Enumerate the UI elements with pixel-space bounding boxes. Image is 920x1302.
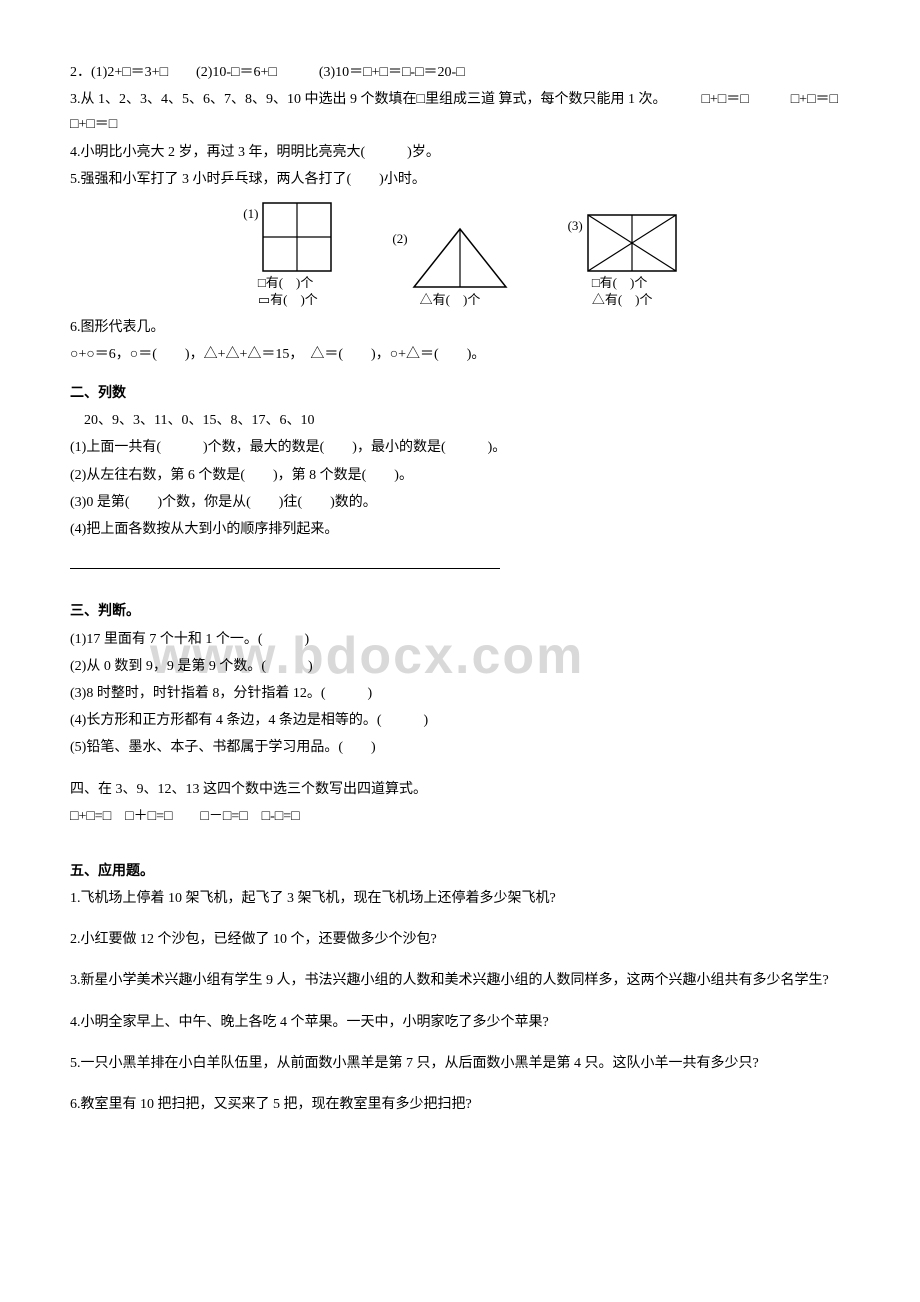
section-2-q1: (1)上面一共有( )个数，最大的数是( )，最小的数是( )。 (70, 435, 850, 460)
question-6: 6.图形代表几。 (70, 315, 850, 340)
section-5-q1: 1.飞机场上停着 10 架飞机，起飞了 3 架飞机，现在飞机场上还停着多少架飞机… (70, 886, 850, 911)
figure-2-caption: △有( )个 (420, 292, 481, 309)
section-5-q3: 3.新星小学美术兴趣小组有学生 9 人，书法兴趣小组的人数和美术兴趣小组的人数同… (70, 968, 850, 993)
figure-1-caption-b: ▭有( )个 (258, 292, 318, 309)
section-2-list: 20、9、3、11、0、15、8、17、6、10 (70, 408, 850, 433)
section-2-q2: (2)从左往右数，第 6 个数是( )，第 8 个数是( )。 (70, 463, 850, 488)
figure-3-caption-b: △有( )个 (592, 292, 653, 309)
section-3-q2: (2)从 0 数到 9，9 是第 9 个数。( ) (70, 654, 850, 679)
figure-3-caption: □有( )个 △有( )个 (592, 275, 653, 309)
figure-1-caption: □有( )个 ▭有( )个 (258, 275, 318, 309)
section-4-title: 四、在 3、9、12、13 这四个数中选三个数写出四道算式。 (70, 777, 850, 802)
figure-3: (3) □有( )个 △有( )个 (568, 214, 677, 309)
section-5-q5: 5.一只小黑羊排在小白羊队伍里，从前面数小黑羊是第 7 只，从后面数小黑羊是第 … (70, 1051, 850, 1076)
question-3: 3.从 1、2、3、4、5、6、7、8、9、10 中选出 9 个数填在□里组成三… (70, 87, 850, 137)
section-2-title: 二、列数 (70, 381, 850, 406)
figure-row: (1) □有( )个 ▭有( )个 (2) △有( )个 (70, 202, 850, 309)
section-5-title: 五、应用题。 (70, 859, 850, 884)
figure-3-caption-a: □有( )个 (592, 275, 653, 292)
question-5: 5.强强和小军打了 3 小时乒乓球，两人各打了( )小时。 (70, 167, 850, 192)
figure-1-caption-a: □有( )个 (258, 275, 318, 292)
section-3-q4: (4)长方形和正方形都有 4 条边，4 条边是相等的。( ) (70, 708, 850, 733)
section-5-q2: 2.小红要做 12 个沙包，已经做了 10 个，还要做多少个沙包? (70, 927, 850, 952)
figure-3-label: (3) (568, 214, 583, 237)
section-3-title: 三、判断。 (70, 599, 850, 624)
section-3-q5: (5)铅笔、墨水、本子、书都属于学习用品。( ) (70, 735, 850, 760)
question-2: 2．(1)2+□＝3+□ (2)10-□＝6+□ (3)10＝□+□＝□-□＝2… (70, 60, 850, 85)
answer-line (70, 544, 850, 569)
document-body: 2．(1)2+□＝3+□ (2)10-□＝6+□ (3)10＝□+□＝□-□＝2… (70, 60, 850, 1117)
section-3-q3: (3)8 时整时，时针指着 8，分针指着 12。( ) (70, 681, 850, 706)
square-grid-icon (262, 202, 332, 272)
rect-diagonals-icon (587, 214, 677, 272)
question-6b: ○+○＝6，○＝( )，△+△+△＝15， △＝( )，○+△＝( )。 (70, 342, 850, 367)
section-5-q4: 4.小明全家早上、中午、晚上各吃 4 个苹果。一天中，小明家吃了多少个苹果? (70, 1010, 850, 1035)
triangle-icon (412, 227, 508, 289)
figure-2: (2) △有( )个 (392, 227, 507, 309)
section-2-q3: (3)0 是第( )个数，你是从( )往( )数的。 (70, 490, 850, 515)
section-5-q6: 6.教室里有 10 把扫把，又买来了 5 把，现在教室里有多少把扫把? (70, 1092, 850, 1117)
section-4-body: □+□=□ □＋□=□ □－□=□ □-□=□ (70, 804, 850, 829)
question-4: 4.小明比小亮大 2 岁，再过 3 年，明明比亮亮大( )岁。 (70, 140, 850, 165)
figure-1-label: (1) (243, 202, 258, 225)
section-3-q1: (1)17 里面有 7 个十和 1 个一。( ) (70, 627, 850, 652)
section-2-q4: (4)把上面各数按从大到小的顺序排列起来。 (70, 517, 850, 542)
figure-2-label: (2) (392, 227, 407, 250)
figure-1: (1) □有( )个 ▭有( )个 (243, 202, 332, 309)
